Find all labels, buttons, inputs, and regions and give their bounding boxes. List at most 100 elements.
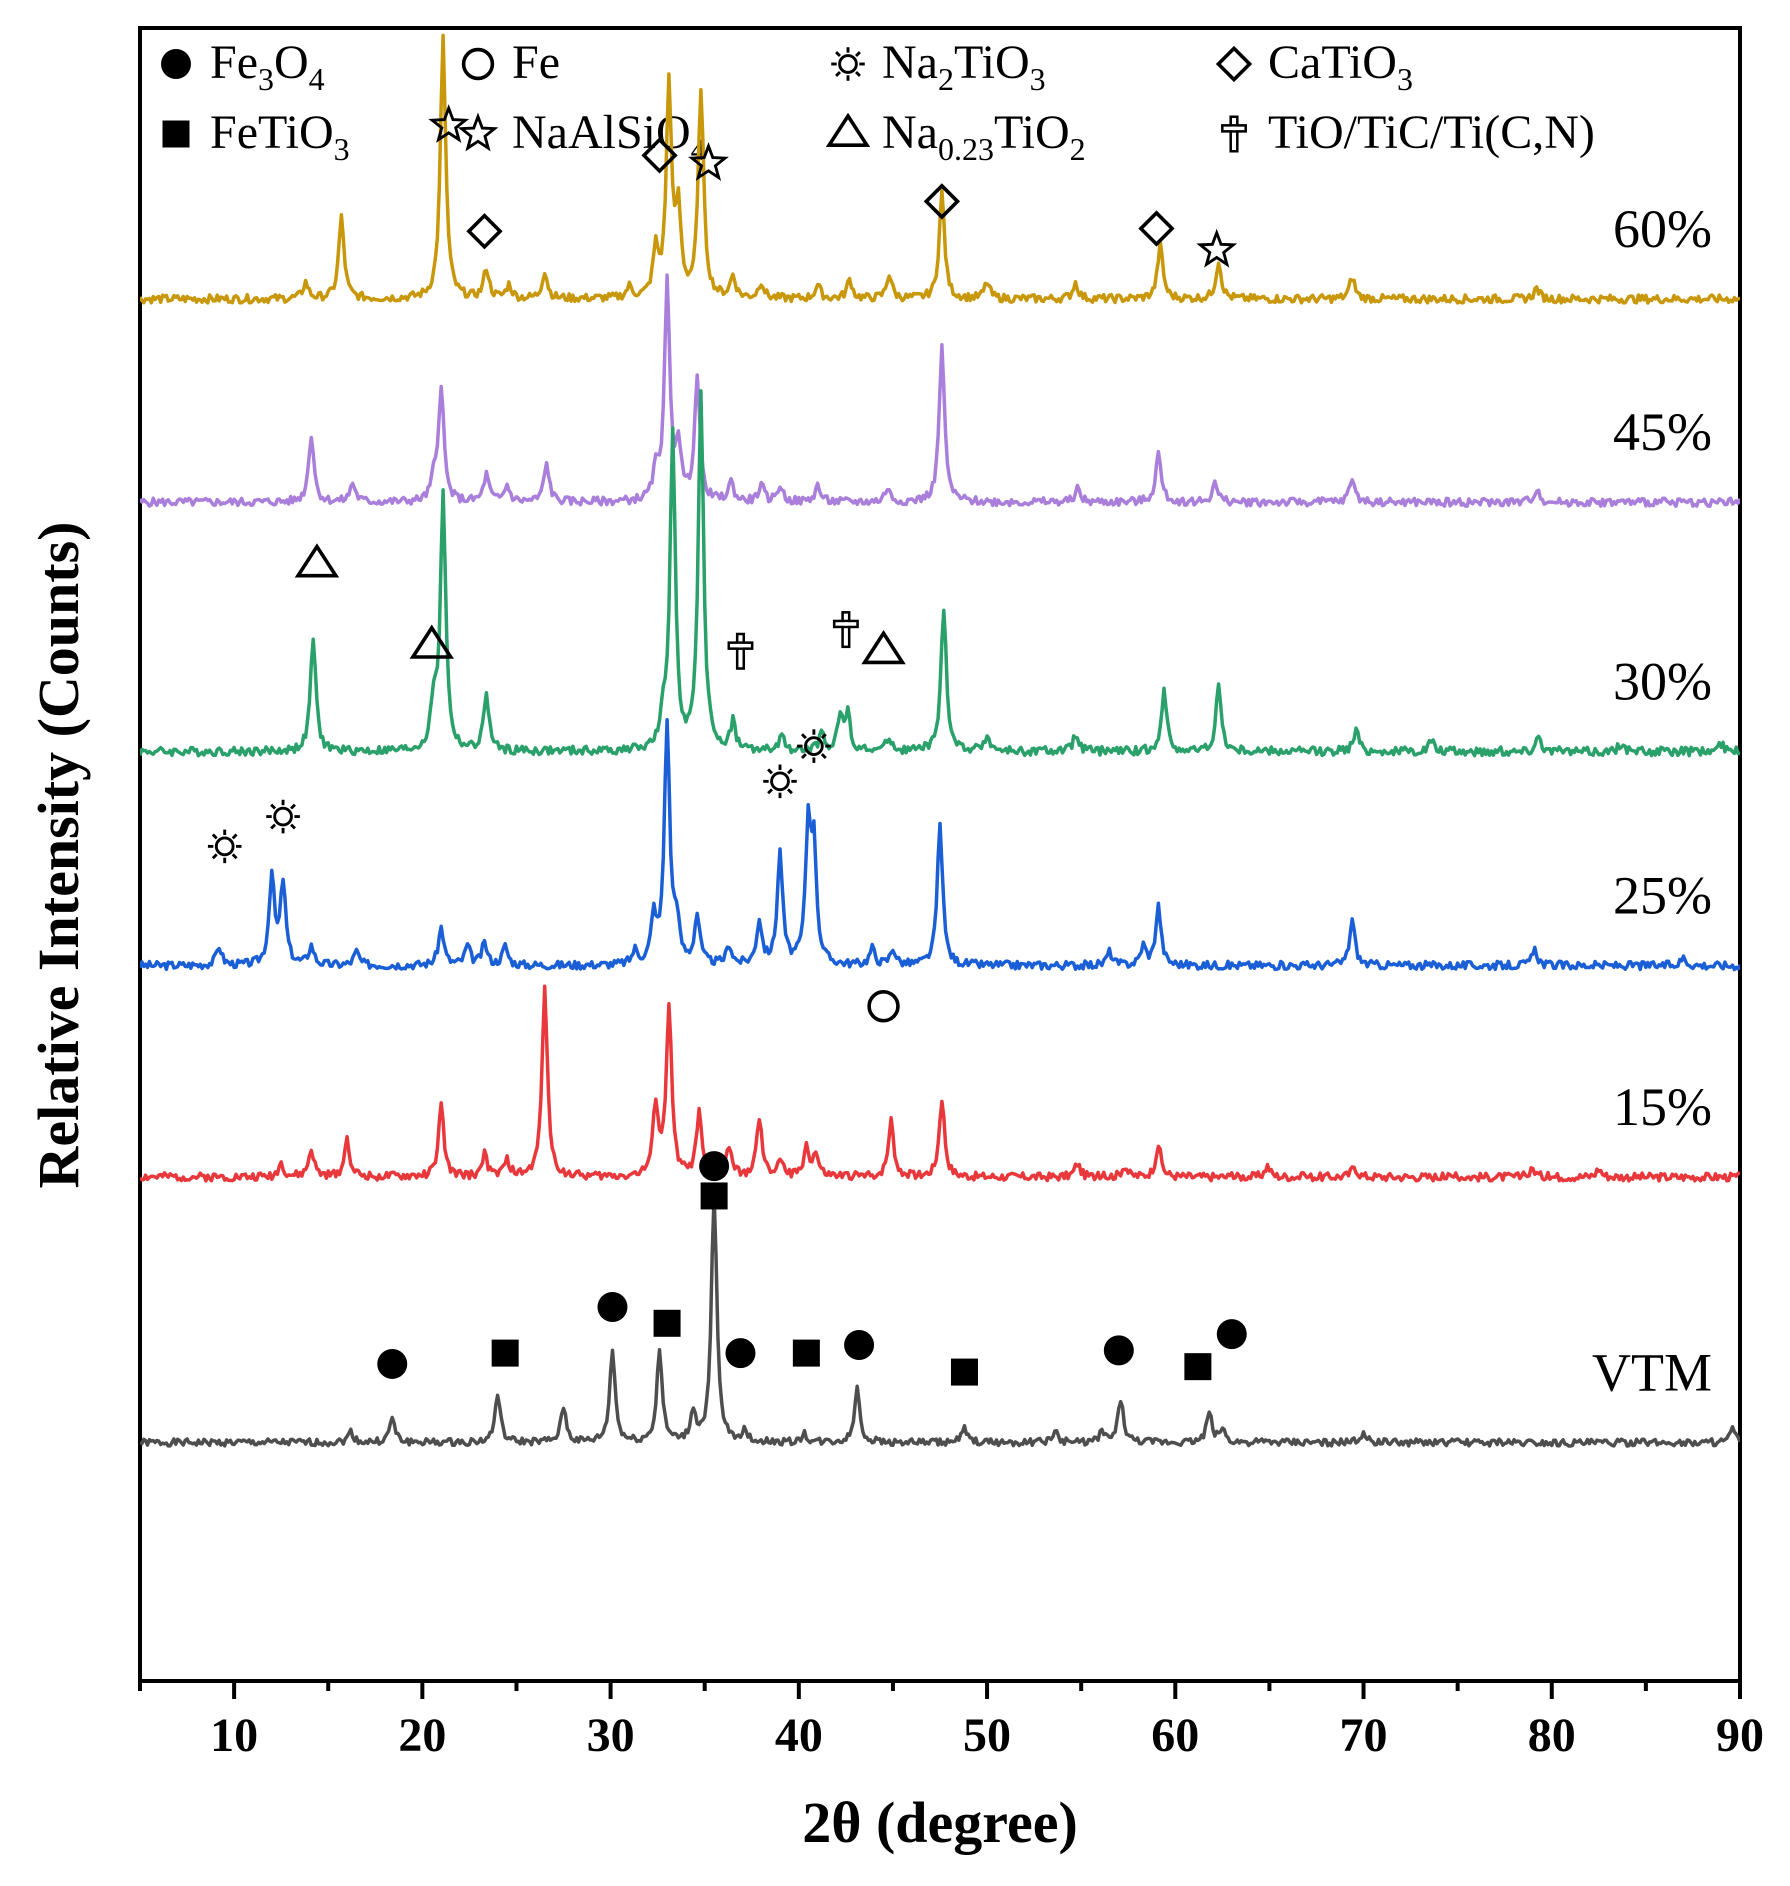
legend-label: Fe	[512, 36, 560, 89]
marker-filled-circle	[844, 1329, 875, 1360]
legend-marker-diamond	[1215, 45, 1253, 83]
legend-label: TiO/TiC/Ti(C,N)	[1268, 106, 1595, 159]
legend-marker-dagger	[1221, 115, 1247, 153]
legend-marker-open-circle	[461, 47, 495, 81]
legend-marker-sun	[831, 47, 865, 81]
marker-filled-square	[653, 1309, 681, 1337]
marker-diamond	[466, 213, 503, 250]
legend-text-part: Fe	[512, 36, 560, 89]
x-tick-label: 20	[398, 1709, 446, 1762]
marker-dagger	[727, 632, 754, 670]
x-tick-label: 10	[210, 1709, 258, 1762]
legend-text-part: NaAlSiO	[512, 106, 691, 159]
legend-subscript: 0.23	[938, 131, 994, 167]
legend-text-part: Fe	[210, 36, 258, 89]
marker-filled-circle	[377, 1348, 408, 1379]
legend-text-part: TiO/TiC/Ti(C,N)	[1268, 106, 1595, 159]
marker-filled-circle	[699, 1151, 730, 1182]
marker-diamond	[1138, 210, 1175, 247]
series-line-25pct	[140, 717, 1740, 972]
legend-subscript: 3	[258, 61, 274, 97]
legend-text-part: FeTiO	[210, 106, 334, 159]
legend-subscript: 3	[1030, 61, 1046, 97]
marker-diamond	[923, 183, 961, 220]
phase-annotations	[207, 104, 1247, 1386]
legend-text-part: TiO	[954, 36, 1030, 89]
series-label: 45%	[1613, 402, 1712, 462]
marker-sun	[207, 829, 242, 864]
marker-open-circle	[867, 990, 900, 1023]
marker-triangle	[294, 543, 340, 578]
legend-label: NaAlSiO4	[512, 106, 707, 167]
legend-item: CaTiO3	[1215, 36, 1413, 97]
legend-item: Fe3O4	[161, 36, 325, 97]
legend-label: Na0.23TiO2	[882, 106, 1086, 167]
marker-filled-square	[491, 1339, 519, 1367]
legend-item: Fe	[461, 36, 560, 89]
marker-sun	[763, 764, 797, 799]
legend-text-part: Na	[882, 106, 938, 159]
marker-filled-circle	[1103, 1335, 1134, 1366]
legend-item: TiO/TiC/Ti(C,N)	[1221, 106, 1595, 159]
legend-subscript: 2	[1070, 131, 1086, 167]
marker-star	[1196, 228, 1238, 268]
x-tick-label: 90	[1716, 1709, 1764, 1762]
legend-label: Fe3O4	[210, 36, 325, 97]
legend-subscript: 4	[309, 61, 325, 97]
series-label: 25%	[1613, 866, 1712, 926]
marker-sun	[797, 729, 831, 763]
x-tick-label: 30	[587, 1709, 635, 1762]
x-tick-label: 70	[1340, 1709, 1388, 1762]
series-labels: 60% 45% 30% 25% 15% VTM	[1592, 199, 1712, 1403]
marker-filled-square	[950, 1358, 978, 1386]
series-label: 15%	[1613, 1077, 1712, 1137]
marker-filled-circle	[725, 1338, 756, 1369]
legend-subscript: 3	[1397, 61, 1413, 97]
legend-label: CaTiO3	[1268, 36, 1413, 97]
series-line-15pct	[140, 984, 1740, 1183]
marker-star	[428, 104, 470, 143]
legend-label: FeTiO3	[210, 106, 350, 167]
series-label: VTM	[1592, 1343, 1712, 1403]
legend-marker-triangle	[825, 112, 871, 147]
legend-subscript: 3	[334, 131, 350, 167]
legend-text-part: TiO	[994, 106, 1070, 159]
marker-diamond	[641, 137, 678, 174]
legend-item: Na2TiO3	[831, 36, 1046, 97]
legend-marker-filled-square	[162, 120, 190, 148]
x-tick-label: 60	[1151, 1709, 1199, 1762]
legend-text-part: CaTiO	[1268, 36, 1397, 89]
legend-item: Na0.23TiO2	[825, 106, 1086, 167]
marker-sun	[266, 799, 300, 834]
marker-filled-square	[700, 1182, 728, 1210]
series-line-60pct	[140, 33, 1740, 305]
legend-text-part: Na	[882, 36, 938, 89]
x-axis: 10 20 30 40 50 60 70 80 90	[138, 1681, 1764, 1762]
marker-triangle	[861, 629, 906, 665]
series-line-vtm	[140, 1193, 1740, 1448]
x-tick-label: 50	[963, 1709, 1011, 1762]
legend-marker-star	[457, 112, 499, 152]
legend-subscript: 2	[938, 61, 954, 97]
plot-frame	[138, 26, 1742, 1683]
marker-dagger	[832, 611, 859, 649]
series-group	[140, 33, 1740, 1448]
legend-label: Na2TiO3	[882, 36, 1046, 97]
marker-filled-circle	[597, 1292, 628, 1323]
series-label: 60%	[1613, 199, 1712, 259]
x-tick-label: 80	[1528, 1709, 1576, 1762]
x-tick-label: 40	[775, 1709, 823, 1762]
legend-text-part: O	[274, 36, 309, 89]
marker-triangle	[409, 624, 454, 659]
series-line-45pct	[140, 273, 1740, 508]
series-label: 30%	[1613, 652, 1712, 712]
y-axis-title: Relative Intensity (Counts)	[26, 522, 91, 1189]
marker-filled-square	[1184, 1353, 1212, 1381]
x-axis-title: 2θ (degree)	[802, 1790, 1078, 1855]
legend-marker-filled-circle	[161, 49, 191, 79]
marker-filled-circle	[1216, 1319, 1247, 1350]
marker-star	[687, 141, 729, 181]
series-line-30pct	[140, 389, 1740, 758]
